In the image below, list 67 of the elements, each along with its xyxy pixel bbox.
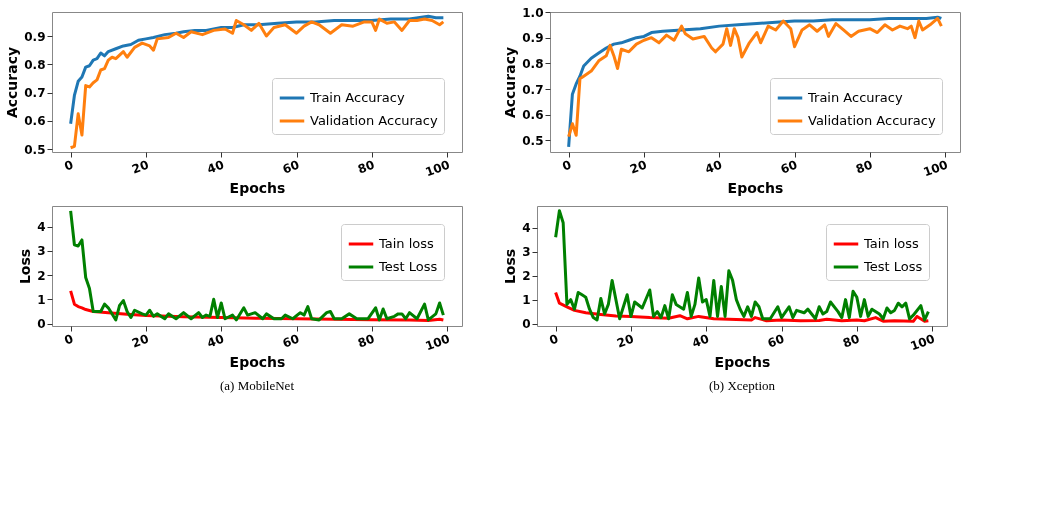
- x-tick-label: 100: [921, 157, 950, 180]
- line-series: [69, 209, 445, 322]
- x-tick-label: 40: [205, 157, 226, 177]
- x-tick-label: 0: [62, 157, 76, 174]
- x-tick-label: 20: [615, 331, 636, 351]
- y-tick-label: 2: [37, 268, 46, 283]
- line-series: [554, 209, 930, 322]
- y-axis-title: Loss: [502, 248, 519, 285]
- line-series: [554, 290, 930, 323]
- x-tick-label: 60: [765, 331, 787, 351]
- x-tick-label: 100: [908, 331, 937, 354]
- x-tick-label: 40: [703, 157, 724, 177]
- text: (a) MobileNet: [219, 377, 295, 393]
- x-tick-label: 0: [547, 331, 561, 348]
- y-tick-label: 0.9: [24, 29, 46, 44]
- legend-label: Validation Accuracy: [808, 113, 936, 128]
- x-axis-title: Epochs: [714, 354, 771, 371]
- x-tick-label: 60: [778, 157, 800, 177]
- x-axis-title: Epochs: [727, 180, 784, 197]
- y-axis-title: Accuracy: [4, 46, 21, 119]
- y-axis-title: Loss: [17, 248, 34, 285]
- y-tick-label: 3: [522, 245, 531, 260]
- legend-label: Tain loss: [378, 236, 435, 251]
- y-tick-label: 0.5: [522, 133, 544, 148]
- legend-label: Train Accuracy: [309, 90, 405, 105]
- x-tick-label: 80: [355, 157, 377, 177]
- legend-label: Train Accuracy: [807, 90, 903, 105]
- y-tick-label: 0: [522, 317, 531, 332]
- legend-label: Tain loss: [863, 236, 920, 251]
- x-axis-title: Epochs: [229, 180, 286, 197]
- y-axis-title: Accuracy: [502, 46, 519, 119]
- y-tick-label: 4: [522, 221, 531, 236]
- y-tick-label: 0.5: [24, 142, 46, 157]
- legend-label: Validation Accuracy: [310, 113, 438, 128]
- x-tick-label: 0: [62, 331, 76, 348]
- x-tick-label: 60: [280, 157, 302, 177]
- y-tick-label: 0.7: [522, 82, 544, 97]
- y-tick-label: 0.6: [522, 108, 544, 123]
- x-tick-label: 80: [853, 157, 875, 177]
- text: (b) Xception: [708, 377, 776, 393]
- x-tick-label: 20: [130, 157, 151, 177]
- y-tick-label: 1: [37, 292, 46, 307]
- y-tick-label: 3: [37, 244, 46, 259]
- line-series: [69, 17, 445, 150]
- x-tick-label: 20: [130, 331, 151, 351]
- x-tick-label: 80: [355, 331, 377, 351]
- x-tick-label: 80: [840, 331, 862, 351]
- x-tick-label: 20: [628, 157, 649, 177]
- x-tick-label: 0: [560, 157, 574, 174]
- y-tick-label: 0.8: [522, 56, 544, 71]
- y-tick-label: 1.0: [522, 5, 544, 20]
- x-tick-label: 40: [205, 331, 226, 351]
- x-tick-label: 40: [690, 331, 711, 351]
- y-tick-label: 0.7: [24, 86, 46, 101]
- x-tick-label: 100: [423, 157, 452, 180]
- y-tick-label: 2: [522, 269, 531, 284]
- y-tick-label: 0: [37, 317, 46, 332]
- x-tick-label: 100: [423, 331, 452, 354]
- y-tick-label: 0.9: [522, 31, 544, 46]
- y-tick-label: 0.6: [24, 114, 46, 129]
- y-tick-label: 0.8: [24, 57, 46, 72]
- y-tick-label: 1: [522, 293, 531, 308]
- x-tick-label: 60: [280, 331, 302, 351]
- x-axis-title: Epochs: [229, 354, 286, 371]
- legend-label: Test Loss: [863, 259, 923, 274]
- legend-label: Test Loss: [378, 259, 438, 274]
- y-tick-label: 4: [37, 220, 46, 235]
